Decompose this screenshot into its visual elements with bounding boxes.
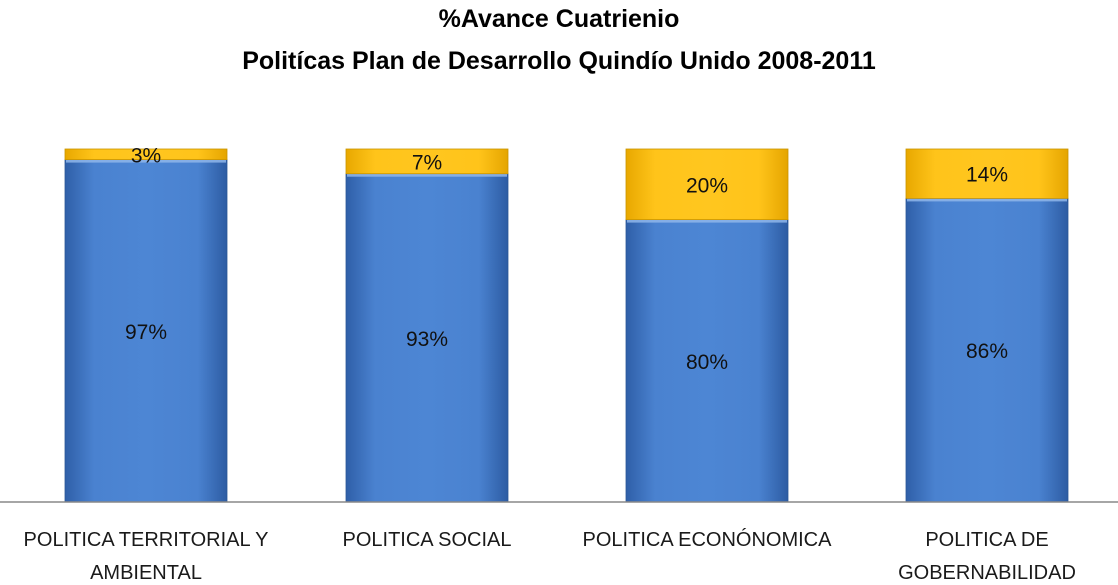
label-completed-4: 86%	[966, 340, 1008, 363]
bar-pending-2	[345, 148, 509, 175]
bar-pending-4	[905, 148, 1069, 199]
label-completed-1: 97%	[125, 321, 167, 344]
category-label-1-line-2: AMBIENTAL	[90, 562, 202, 584]
label-completed-2: 93%	[406, 328, 448, 351]
label-pending-4: 14%	[966, 164, 1008, 187]
category-labels: POLITICA TERRITORIAL Y AMBIENTAL POLITICA …	[24, 528, 1076, 584]
bar-completed-4	[905, 198, 1069, 503]
chart-title: %Avance Cuatrienio	[439, 5, 680, 33]
bar-pending-1	[64, 148, 228, 160]
category-label-2-line-1: POLITICA SOCIAL	[343, 529, 512, 551]
label-pending-1: 3%	[131, 144, 161, 167]
label-pending-2: 7%	[412, 151, 442, 174]
bar-highlight-2	[347, 173, 507, 177]
bar-highlight-1	[66, 159, 226, 163]
chart-subtitle: Politícas Plan de Desarrollo Quindío Uni…	[242, 47, 876, 75]
bar-completed-2	[345, 173, 509, 503]
label-pending-3: 20%	[686, 174, 728, 197]
category-label-4-line-2: GOBERNABILIDAD	[898, 562, 1076, 584]
category-label-3-line-1: POLITICA ECONÓNOMICA	[583, 528, 833, 551]
bar-highlight-3	[627, 219, 787, 223]
bars-group: 97% 3% 93% 7% 80% 20% 86% 14%	[64, 144, 1069, 503]
bar-completed-3	[625, 219, 789, 503]
category-label-1-line-1: POLITICA TERRITORIAL Y	[24, 529, 269, 551]
bar-completed-1	[64, 159, 228, 503]
label-completed-3: 80%	[686, 351, 728, 374]
category-label-4-line-1: POLITICA DE	[925, 529, 1048, 551]
bar-highlight-4	[907, 198, 1067, 202]
bar-pending-3	[625, 148, 789, 220]
